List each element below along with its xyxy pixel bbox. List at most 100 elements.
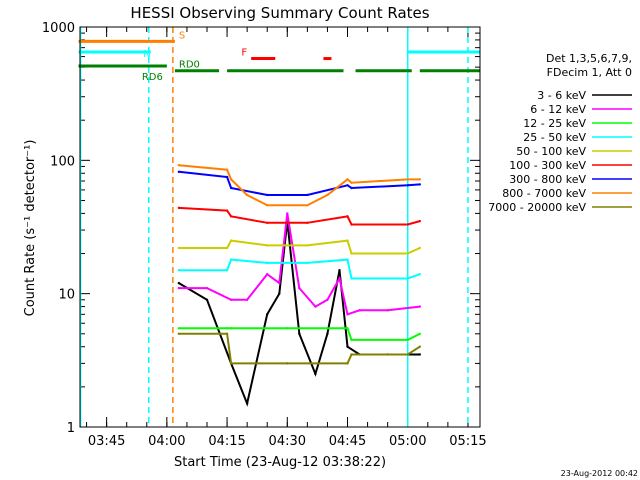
series-point-7 <box>326 193 329 197</box>
series-point-8 <box>406 353 409 356</box>
series-point-2 <box>418 332 421 336</box>
series-point-6 <box>306 193 309 197</box>
series-point-0 <box>314 372 317 376</box>
series-point-5 <box>229 215 233 218</box>
series-point-4 <box>177 246 181 250</box>
series-point-4 <box>266 244 269 247</box>
series-point-3 <box>177 268 181 272</box>
series-point-0 <box>298 332 301 336</box>
series-point-3 <box>229 258 233 261</box>
series-point-0 <box>338 268 341 272</box>
series-point-2 <box>406 338 409 342</box>
series-point-1 <box>358 309 361 312</box>
series-point-2 <box>286 327 289 330</box>
series-point-6 <box>225 175 229 179</box>
series-point-3 <box>225 268 229 272</box>
series-point-5 <box>225 209 229 212</box>
state-bar-label: S <box>179 30 185 41</box>
y-tick-label: 1 <box>67 421 75 436</box>
legend-label-5: 100 - 300 keV <box>509 159 586 172</box>
series-point-8 <box>225 332 229 336</box>
x-tick-label: 04:00 <box>148 434 185 449</box>
series-point-5 <box>418 219 421 223</box>
plot-frame <box>79 26 481 428</box>
legend-label-0: 3 - 6 keV <box>537 89 586 102</box>
timestamp: 23-Aug-2012 00:42 <box>561 469 638 478</box>
series-point-7 <box>306 204 309 207</box>
state-bar-label: RD6 <box>142 72 163 83</box>
series-point-4 <box>406 252 409 255</box>
y-tick-label: 100 <box>50 154 75 169</box>
series-point-6 <box>406 184 409 187</box>
y-axis-label: Count Rate (s⁻¹ detector⁻¹) <box>23 140 38 317</box>
series-point-0 <box>205 298 209 301</box>
x-tick-label: 05:15 <box>449 434 486 449</box>
series-point-5 <box>346 215 349 218</box>
series-point-5 <box>266 221 269 225</box>
series-point-5 <box>350 223 353 226</box>
series-point-7 <box>418 178 421 181</box>
series-point-5 <box>177 206 181 210</box>
y-tick-label: 1000 <box>42 21 75 36</box>
series-point-8 <box>350 353 353 356</box>
series-point-1 <box>326 298 329 301</box>
series-point-1 <box>278 281 281 285</box>
chart-title: HESSI Observing Summary Count Rates <box>130 4 429 22</box>
series-point-4 <box>229 239 233 242</box>
series-point-8 <box>286 362 289 365</box>
series-point-4 <box>418 246 421 250</box>
series-point-8 <box>346 362 349 365</box>
x-tick-label: 03:45 <box>88 434 125 449</box>
series-point-1 <box>386 309 389 312</box>
series-point-1 <box>177 286 181 290</box>
series-point-3 <box>350 277 353 280</box>
series-point-6 <box>229 186 233 190</box>
series-point-0 <box>346 345 349 348</box>
series-point-6 <box>266 193 269 197</box>
series-line-5 <box>178 206 421 226</box>
series-point-2 <box>177 327 181 330</box>
series-point-3 <box>346 258 349 261</box>
legend-label-7: 800 - 7000 keV <box>502 187 586 200</box>
series-point-3 <box>266 261 269 265</box>
series-point-1 <box>298 286 301 290</box>
series-point-2 <box>346 327 349 330</box>
series-point-3 <box>306 261 309 265</box>
series-point-1 <box>346 313 349 316</box>
series-point-0 <box>177 281 181 285</box>
series-point-1 <box>266 272 269 276</box>
legend-label-6: 300 - 800 keV <box>509 173 586 186</box>
series-point-7 <box>266 204 269 207</box>
series-line-8 <box>178 332 421 365</box>
series-point-7 <box>406 178 409 181</box>
series-point-1 <box>286 212 289 215</box>
series-point-2 <box>225 327 229 330</box>
series-point-3 <box>406 277 409 280</box>
series-point-0 <box>326 332 329 336</box>
series-point-8 <box>418 345 421 348</box>
series-point-4 <box>350 252 353 255</box>
series-point-6 <box>346 184 349 187</box>
series-point-0 <box>278 292 281 295</box>
series-point-1 <box>338 277 341 280</box>
legend-label-1: 6 - 12 keV <box>530 103 586 116</box>
legend-label-4: 50 - 100 keV <box>516 145 586 158</box>
y-tick-label: 10 <box>58 288 75 303</box>
series-point-7 <box>245 193 249 197</box>
series-point-7 <box>225 168 229 171</box>
series-point-4 <box>225 246 229 250</box>
series-point-7 <box>346 178 349 181</box>
series-point-1 <box>245 298 249 301</box>
series-line-4 <box>178 239 421 255</box>
state-bar-label: F <box>241 48 247 59</box>
state-bar-label: RD0 <box>179 60 200 71</box>
series-point-7 <box>350 181 353 184</box>
x-tick-label: 04:30 <box>269 434 306 449</box>
legend-label-3: 25 - 50 keV <box>523 131 586 144</box>
legend-title-line-1: Det 1,3,5,6,7,9, <box>546 52 632 65</box>
series-point-1 <box>418 305 421 308</box>
series-point-6 <box>177 170 181 174</box>
series-point-4 <box>346 239 349 242</box>
series-point-1 <box>205 286 209 290</box>
